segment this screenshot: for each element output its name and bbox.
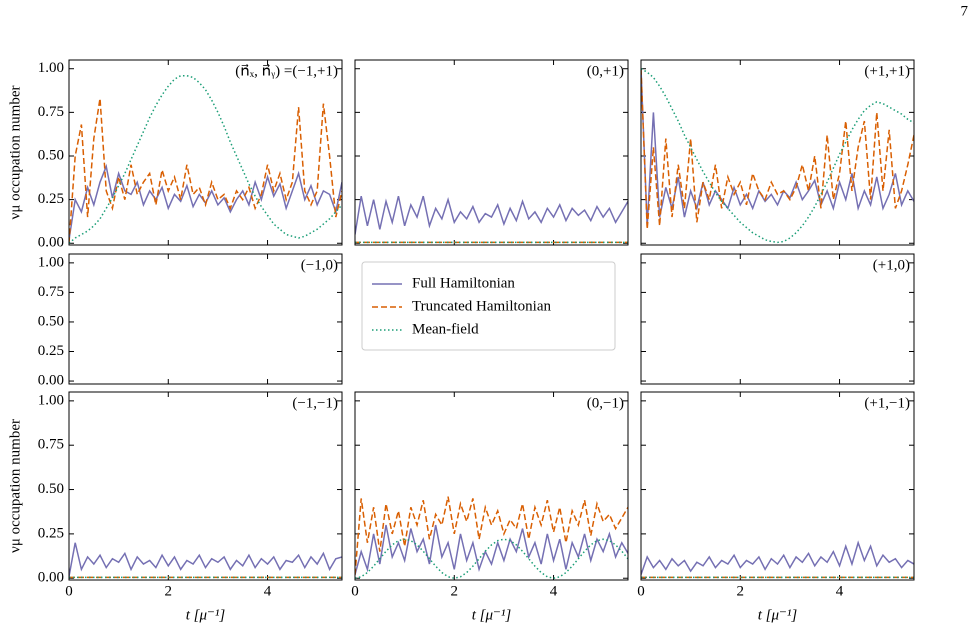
- axes-frame: [640, 59, 915, 246]
- panel-annotation: (n⃗ₓ, n⃗ᵧ) =(−1,+1): [235, 63, 338, 79]
- series-line: [641, 68, 914, 230]
- plot-area: [641, 68, 914, 244]
- y-tick-label: 1.00: [38, 392, 64, 408]
- series-line: [641, 540, 914, 575]
- y-axis-label: νμ occupation number: [7, 419, 23, 553]
- y-tick-label: 0.75: [38, 437, 64, 453]
- y-tick-label: 0.00: [38, 570, 64, 586]
- y-tick-label: 0.25: [38, 191, 64, 207]
- y-tick-label: 0.75: [38, 104, 64, 120]
- x-tick-label: 2: [451, 583, 459, 599]
- panel-annotation: (+1,0): [873, 257, 910, 273]
- x-axis-label: t [μ⁻¹]: [758, 607, 798, 623]
- series-line: [355, 195, 628, 235]
- axes-frame: [68, 391, 343, 581]
- axes-frame: [354, 391, 629, 581]
- panel-annotation: (0,+1): [587, 63, 624, 79]
- axes-frame: [354, 59, 629, 246]
- x-axis-label: t [μ⁻¹]: [472, 607, 512, 623]
- y-tick-label: 0.00: [38, 235, 64, 251]
- plot-area: [355, 496, 628, 579]
- series-line: [69, 74, 342, 244]
- y-tick-label: 0.50: [38, 481, 64, 497]
- x-tick-label: 4: [836, 583, 844, 599]
- y-tick-label: 0.00: [38, 372, 64, 388]
- series-line: [641, 68, 914, 244]
- x-tick-label: 0: [351, 583, 359, 599]
- panel-annotation: (+1,−1): [864, 395, 910, 411]
- series-line: [355, 538, 628, 579]
- series-line: [69, 98, 342, 244]
- series-line: [69, 542, 342, 577]
- panel-annotation: (−1,−1): [292, 395, 338, 411]
- y-tick-label: 0.50: [38, 147, 64, 163]
- x-tick-label: 0: [637, 583, 645, 599]
- legend-label: Mean-field: [412, 321, 479, 337]
- x-tick-label: 4: [264, 583, 272, 599]
- axes-frame: [640, 253, 915, 385]
- plot-area: [69, 542, 342, 579]
- x-tick-label: 2: [737, 583, 745, 599]
- x-tick-label: 4: [550, 583, 558, 599]
- legend-label: Truncated Hamiltonian: [412, 298, 552, 314]
- plot-area: [69, 74, 342, 244]
- y-tick-label: 0.25: [38, 343, 64, 359]
- y-axis-label: νμ occupation number: [7, 86, 23, 220]
- panel-annotation: (−1,0): [301, 257, 338, 273]
- x-axis-label: t [μ⁻¹]: [186, 607, 226, 623]
- axes-frame: [68, 253, 343, 385]
- legend-label: Full Hamiltonian: [412, 275, 515, 291]
- x-tick-label: 2: [165, 583, 173, 599]
- y-tick-label: 1.00: [38, 60, 64, 76]
- y-tick-label: 0.75: [38, 284, 64, 300]
- page-number: 7: [961, 3, 969, 19]
- x-tick-label: 0: [65, 583, 73, 599]
- axes-frame: [640, 391, 915, 581]
- series-line: [355, 496, 628, 575]
- series-line: [641, 68, 914, 226]
- series-line: [355, 524, 628, 575]
- panel-annotation: (0,−1): [587, 395, 624, 411]
- panel-annotation: (+1,+1): [864, 63, 910, 79]
- axes-frame: [68, 59, 343, 246]
- y-tick-label: 0.50: [38, 313, 64, 329]
- y-tick-label: 0.25: [38, 525, 64, 541]
- y-tick-label: 1.00: [38, 254, 64, 270]
- plot-area: [355, 195, 628, 244]
- plot-area: [641, 540, 914, 579]
- legend-box: [361, 261, 616, 351]
